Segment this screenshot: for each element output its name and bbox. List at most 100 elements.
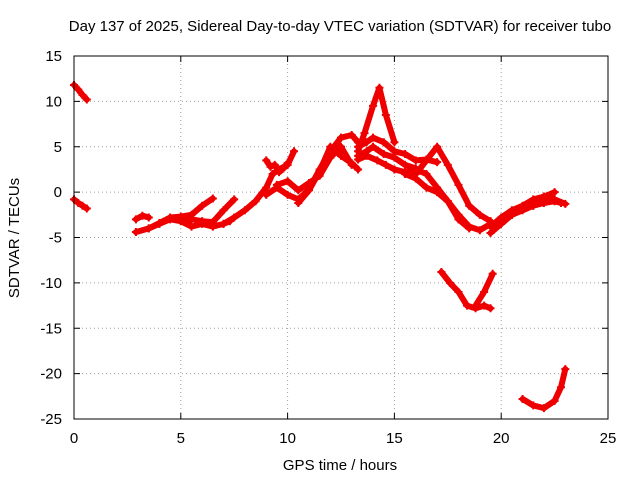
data-point: [539, 192, 548, 201]
data-point: [360, 129, 369, 138]
data-point: [251, 197, 260, 206]
data-point: [337, 142, 345, 151]
x-tick-label: 25: [600, 430, 617, 447]
chart-title: Day 137 of 2025, Sidereal Day-to-day VTE…: [69, 18, 611, 35]
x-tick-label: 0: [70, 430, 78, 447]
data-point: [411, 174, 420, 183]
data-point: [486, 222, 495, 231]
data-point: [275, 168, 284, 177]
data-point: [347, 130, 356, 139]
series-s2: [70, 195, 91, 213]
series-s23: [507, 192, 570, 219]
ticks: [73, 55, 609, 420]
data-point: [78, 91, 87, 100]
series-s24: [518, 365, 570, 413]
data-point: [507, 210, 516, 219]
data-point: [131, 215, 140, 224]
x-tick-label: 5: [177, 430, 185, 447]
x-axis-label: GPS time / hours: [283, 457, 397, 474]
data-point: [557, 383, 566, 392]
series-line: [220, 148, 297, 227]
data-point: [279, 164, 288, 173]
data-point: [561, 199, 570, 208]
data-point: [166, 213, 175, 222]
data-point: [294, 199, 303, 208]
data-point: [144, 224, 153, 233]
data-point: [480, 301, 489, 310]
data-point: [375, 83, 384, 92]
data-point: [480, 287, 489, 296]
y-tick-label: -20: [40, 366, 62, 383]
data-point: [262, 183, 271, 192]
data-point: [283, 177, 292, 186]
data-point: [443, 197, 452, 206]
data-point: [369, 133, 378, 142]
data-point: [390, 153, 399, 162]
data-point: [373, 156, 382, 165]
data-point: [354, 165, 363, 174]
data-point: [266, 162, 275, 171]
data-point: [347, 159, 356, 168]
data-point: [78, 201, 87, 210]
data-point: [315, 167, 324, 176]
series-line: [519, 366, 569, 412]
series-s17: [411, 142, 495, 226]
data-point: [422, 169, 431, 178]
data-point: [381, 110, 390, 119]
data-point: [379, 138, 388, 147]
data-point: [337, 151, 345, 160]
data-point: [176, 217, 185, 226]
data-point: [454, 215, 463, 224]
x-tick-labels: 0 5 10 15 20 25: [70, 430, 617, 447]
series-s19: [437, 267, 495, 313]
x-tick-label: 10: [279, 430, 296, 447]
data-point: [486, 304, 495, 313]
data-point: [433, 188, 442, 197]
data-point: [550, 188, 559, 197]
y-tick-label: 15: [45, 48, 62, 65]
data-point: [401, 169, 410, 178]
data-point: [379, 150, 388, 159]
y-tick-labels: -25 -20 -15 -10 -5 0 5 10 15: [40, 48, 62, 428]
y-tick-label: -10: [40, 275, 62, 292]
data-point: [268, 169, 277, 178]
data-point: [262, 190, 271, 199]
data-point: [144, 213, 153, 222]
data-point: [230, 213, 239, 222]
data-point: [230, 195, 239, 204]
data-point: [518, 395, 527, 404]
y-tick-label: 5: [54, 139, 62, 156]
data-point: [138, 211, 147, 220]
y-axis-label: SDTVAR / TECUs: [6, 178, 23, 298]
data-point: [82, 204, 91, 213]
data-point: [198, 201, 207, 210]
data-point: [454, 180, 463, 189]
data-point: [475, 210, 484, 219]
y-tick-label: 0: [54, 184, 62, 201]
data-point: [401, 150, 410, 159]
data-point: [471, 301, 480, 310]
data-point: [294, 186, 303, 195]
data-point: [304, 186, 313, 195]
x-tick-label: 20: [493, 430, 510, 447]
data-point: [262, 156, 271, 165]
data-point: [561, 365, 570, 374]
data-point: [354, 142, 363, 151]
x-tick-label: 15: [386, 430, 403, 447]
data-point: [463, 301, 472, 310]
series-s7: [219, 147, 299, 228]
data-point: [465, 224, 474, 233]
series-s18: [401, 169, 474, 233]
data-point: [290, 147, 299, 156]
data-point: [550, 396, 559, 405]
data-point: [155, 218, 164, 227]
y-tick-label: -5: [49, 230, 62, 247]
series-s5: [144, 194, 217, 233]
data-point: [219, 219, 228, 228]
data-point: [433, 142, 442, 151]
data-point: [283, 190, 292, 199]
data-point: [208, 194, 217, 203]
data-point: [433, 158, 442, 167]
data-point: [362, 151, 371, 160]
